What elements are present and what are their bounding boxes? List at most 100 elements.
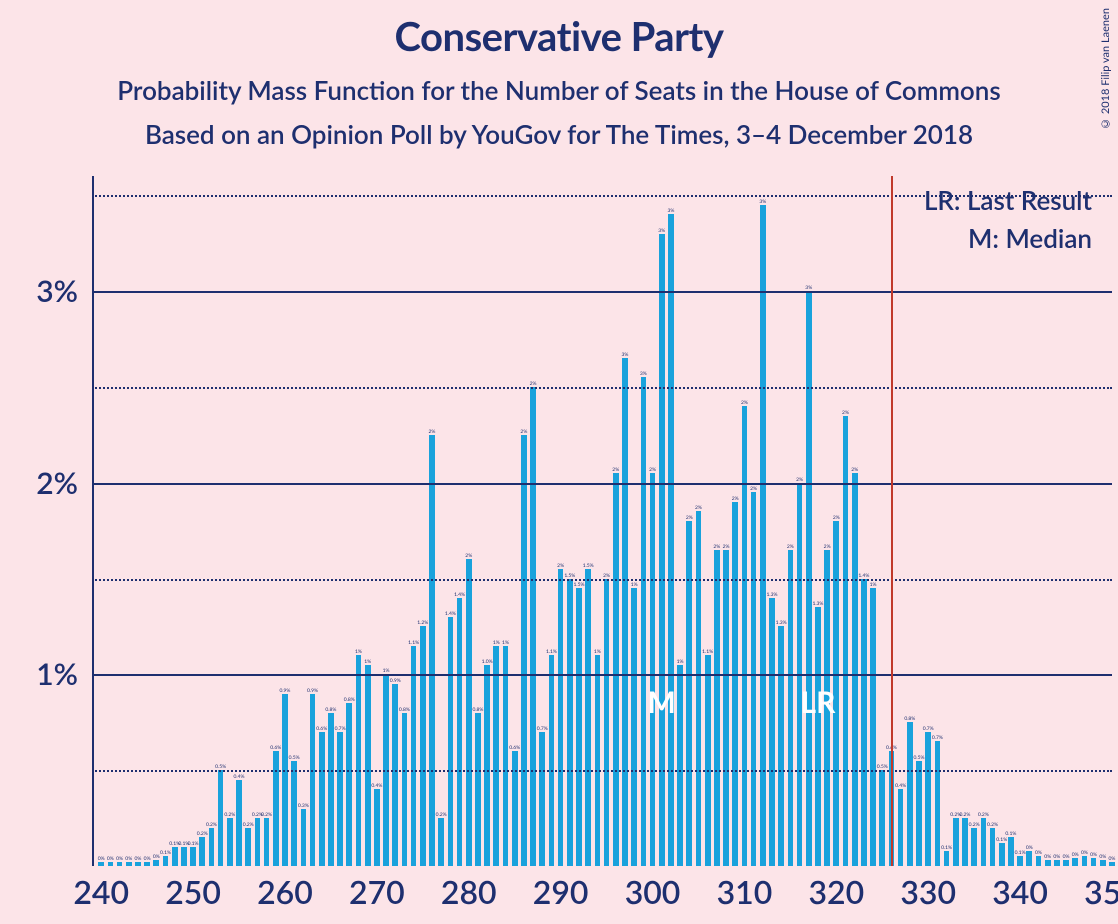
bar: 0.1% (163, 856, 169, 866)
y-axis-label: 2% (36, 465, 78, 501)
bar-value-label: 0.1% (160, 850, 171, 856)
bar: 0% (1100, 860, 1106, 866)
bar: 0% (126, 862, 132, 866)
y-axis-label: 3% (36, 273, 78, 309)
bar: 2% (723, 550, 729, 866)
bar: 0.2% (990, 828, 996, 866)
bar: 1.1% (705, 655, 711, 866)
bar: 2% (466, 559, 472, 866)
bar-value-label: 1.5% (574, 582, 585, 588)
bar-value-label: 0.2% (261, 812, 272, 818)
bar-value-label: 0.6% (270, 745, 281, 751)
gridline (92, 291, 1112, 293)
bar: 1.2% (420, 626, 426, 866)
bar: 0.2% (255, 818, 261, 866)
chart-subsubtitle: Based on an Opinion Poll by YouGov for T… (0, 118, 1118, 150)
bar: 0.7% (539, 732, 545, 866)
bar: 2% (824, 550, 830, 866)
bar: 0% (1082, 856, 1088, 866)
bar: 0% (1036, 856, 1042, 866)
gridline (92, 770, 1112, 772)
x-axis-label: 300 (625, 872, 681, 911)
bar-value-label: 1.0% (482, 659, 493, 665)
bar-value-label: 0% (116, 856, 123, 862)
bar: 0.2% (981, 818, 987, 866)
bar-value-label: 0% (1099, 854, 1106, 860)
x-axis-label: 240 (73, 872, 129, 911)
bar: 3% (641, 377, 647, 866)
bar-value-label: 0% (1109, 856, 1116, 862)
bar: 0.1% (944, 851, 950, 866)
bar-value-label: 0% (125, 856, 132, 862)
bar-value-label: 0.8% (399, 707, 410, 713)
bar: 2% (714, 550, 720, 866)
bar-value-label: 0% (1053, 854, 1060, 860)
bar-value-label: 0.8% (325, 707, 336, 713)
bar: 0.7% (337, 732, 343, 866)
bar: 1.5% (585, 569, 591, 866)
bar: 0.9% (310, 694, 316, 867)
bar: 2% (696, 511, 702, 866)
bar-value-label: 0% (134, 856, 141, 862)
bar-value-label: 0% (1063, 854, 1070, 860)
bar: 2% (650, 473, 656, 866)
bar-value-label: 0.7% (932, 735, 943, 741)
bar: 2% (530, 387, 536, 866)
bar-value-label: 1.5% (583, 563, 594, 569)
bar-value-label: 0.1% (1005, 831, 1016, 837)
bar: 2% (852, 473, 858, 866)
bar-value-label: 3% (621, 352, 628, 358)
bar-value-label: 0.3% (298, 803, 309, 809)
bar: 0% (98, 862, 104, 866)
bar-value-label: 0.1% (996, 837, 1007, 843)
bar-value-label: 2% (750, 486, 757, 492)
x-axis-label: 350 (1084, 872, 1118, 911)
bar: 2% (732, 502, 738, 866)
bar: 0% (144, 862, 150, 866)
bar: 0.2% (953, 818, 959, 866)
bar: 0% (1054, 860, 1060, 866)
copyright-text: © 2018 Filip van Laenen (1099, 8, 1112, 130)
bar-value-label: 1.2% (417, 620, 428, 626)
bar-value-label: 0% (1035, 850, 1042, 856)
bar: 0.8% (328, 713, 334, 866)
gridline (92, 674, 1112, 676)
bar-value-label: 2% (842, 410, 849, 416)
legend-m: M: Median (924, 222, 1092, 254)
bar: 2% (429, 435, 435, 866)
x-axis-label: 280 (441, 872, 497, 911)
bar: 2% (521, 435, 527, 866)
bar-value-label: 0% (1072, 852, 1079, 858)
bar: 0% (1109, 862, 1115, 866)
bar-value-label: 3% (640, 371, 647, 377)
bar: 0.6% (273, 751, 279, 866)
bar-value-label: 0.8% (344, 697, 355, 703)
bar: 0.9% (282, 694, 288, 867)
bar-value-label: 2% (713, 544, 720, 550)
gridline (92, 483, 1112, 485)
bar-value-label: 0.5% (289, 755, 300, 761)
bar: 1% (365, 665, 371, 866)
bar-value-label: 1.3% (776, 620, 787, 626)
bar-value-label: 3% (667, 208, 674, 214)
bar-value-label: 1.3% (766, 592, 777, 598)
bar-value-label: 0.2% (959, 812, 970, 818)
gridline (92, 387, 1112, 389)
bar: 0% (1063, 860, 1069, 866)
bar: 0.2% (245, 828, 251, 866)
bar-value-label: 2% (557, 563, 564, 569)
bar: 1.4% (448, 617, 454, 866)
x-axis-label: 310 (717, 872, 773, 911)
bar-value-label: 2% (741, 400, 748, 406)
bar: 0.5% (916, 761, 922, 866)
bar: 0% (135, 862, 141, 866)
bar-value-label: 0% (107, 856, 114, 862)
bar: 1.0% (484, 665, 490, 866)
bar: 0.2% (227, 818, 233, 866)
bar-value-label: 2% (695, 505, 702, 511)
legend-lr: LR: Last Result (924, 184, 1092, 216)
bar-value-label: 0.4% (895, 783, 906, 789)
bar-value-label: 1% (493, 640, 500, 646)
x-axis-label: 330 (900, 872, 956, 911)
bar: 0.7% (925, 732, 931, 866)
